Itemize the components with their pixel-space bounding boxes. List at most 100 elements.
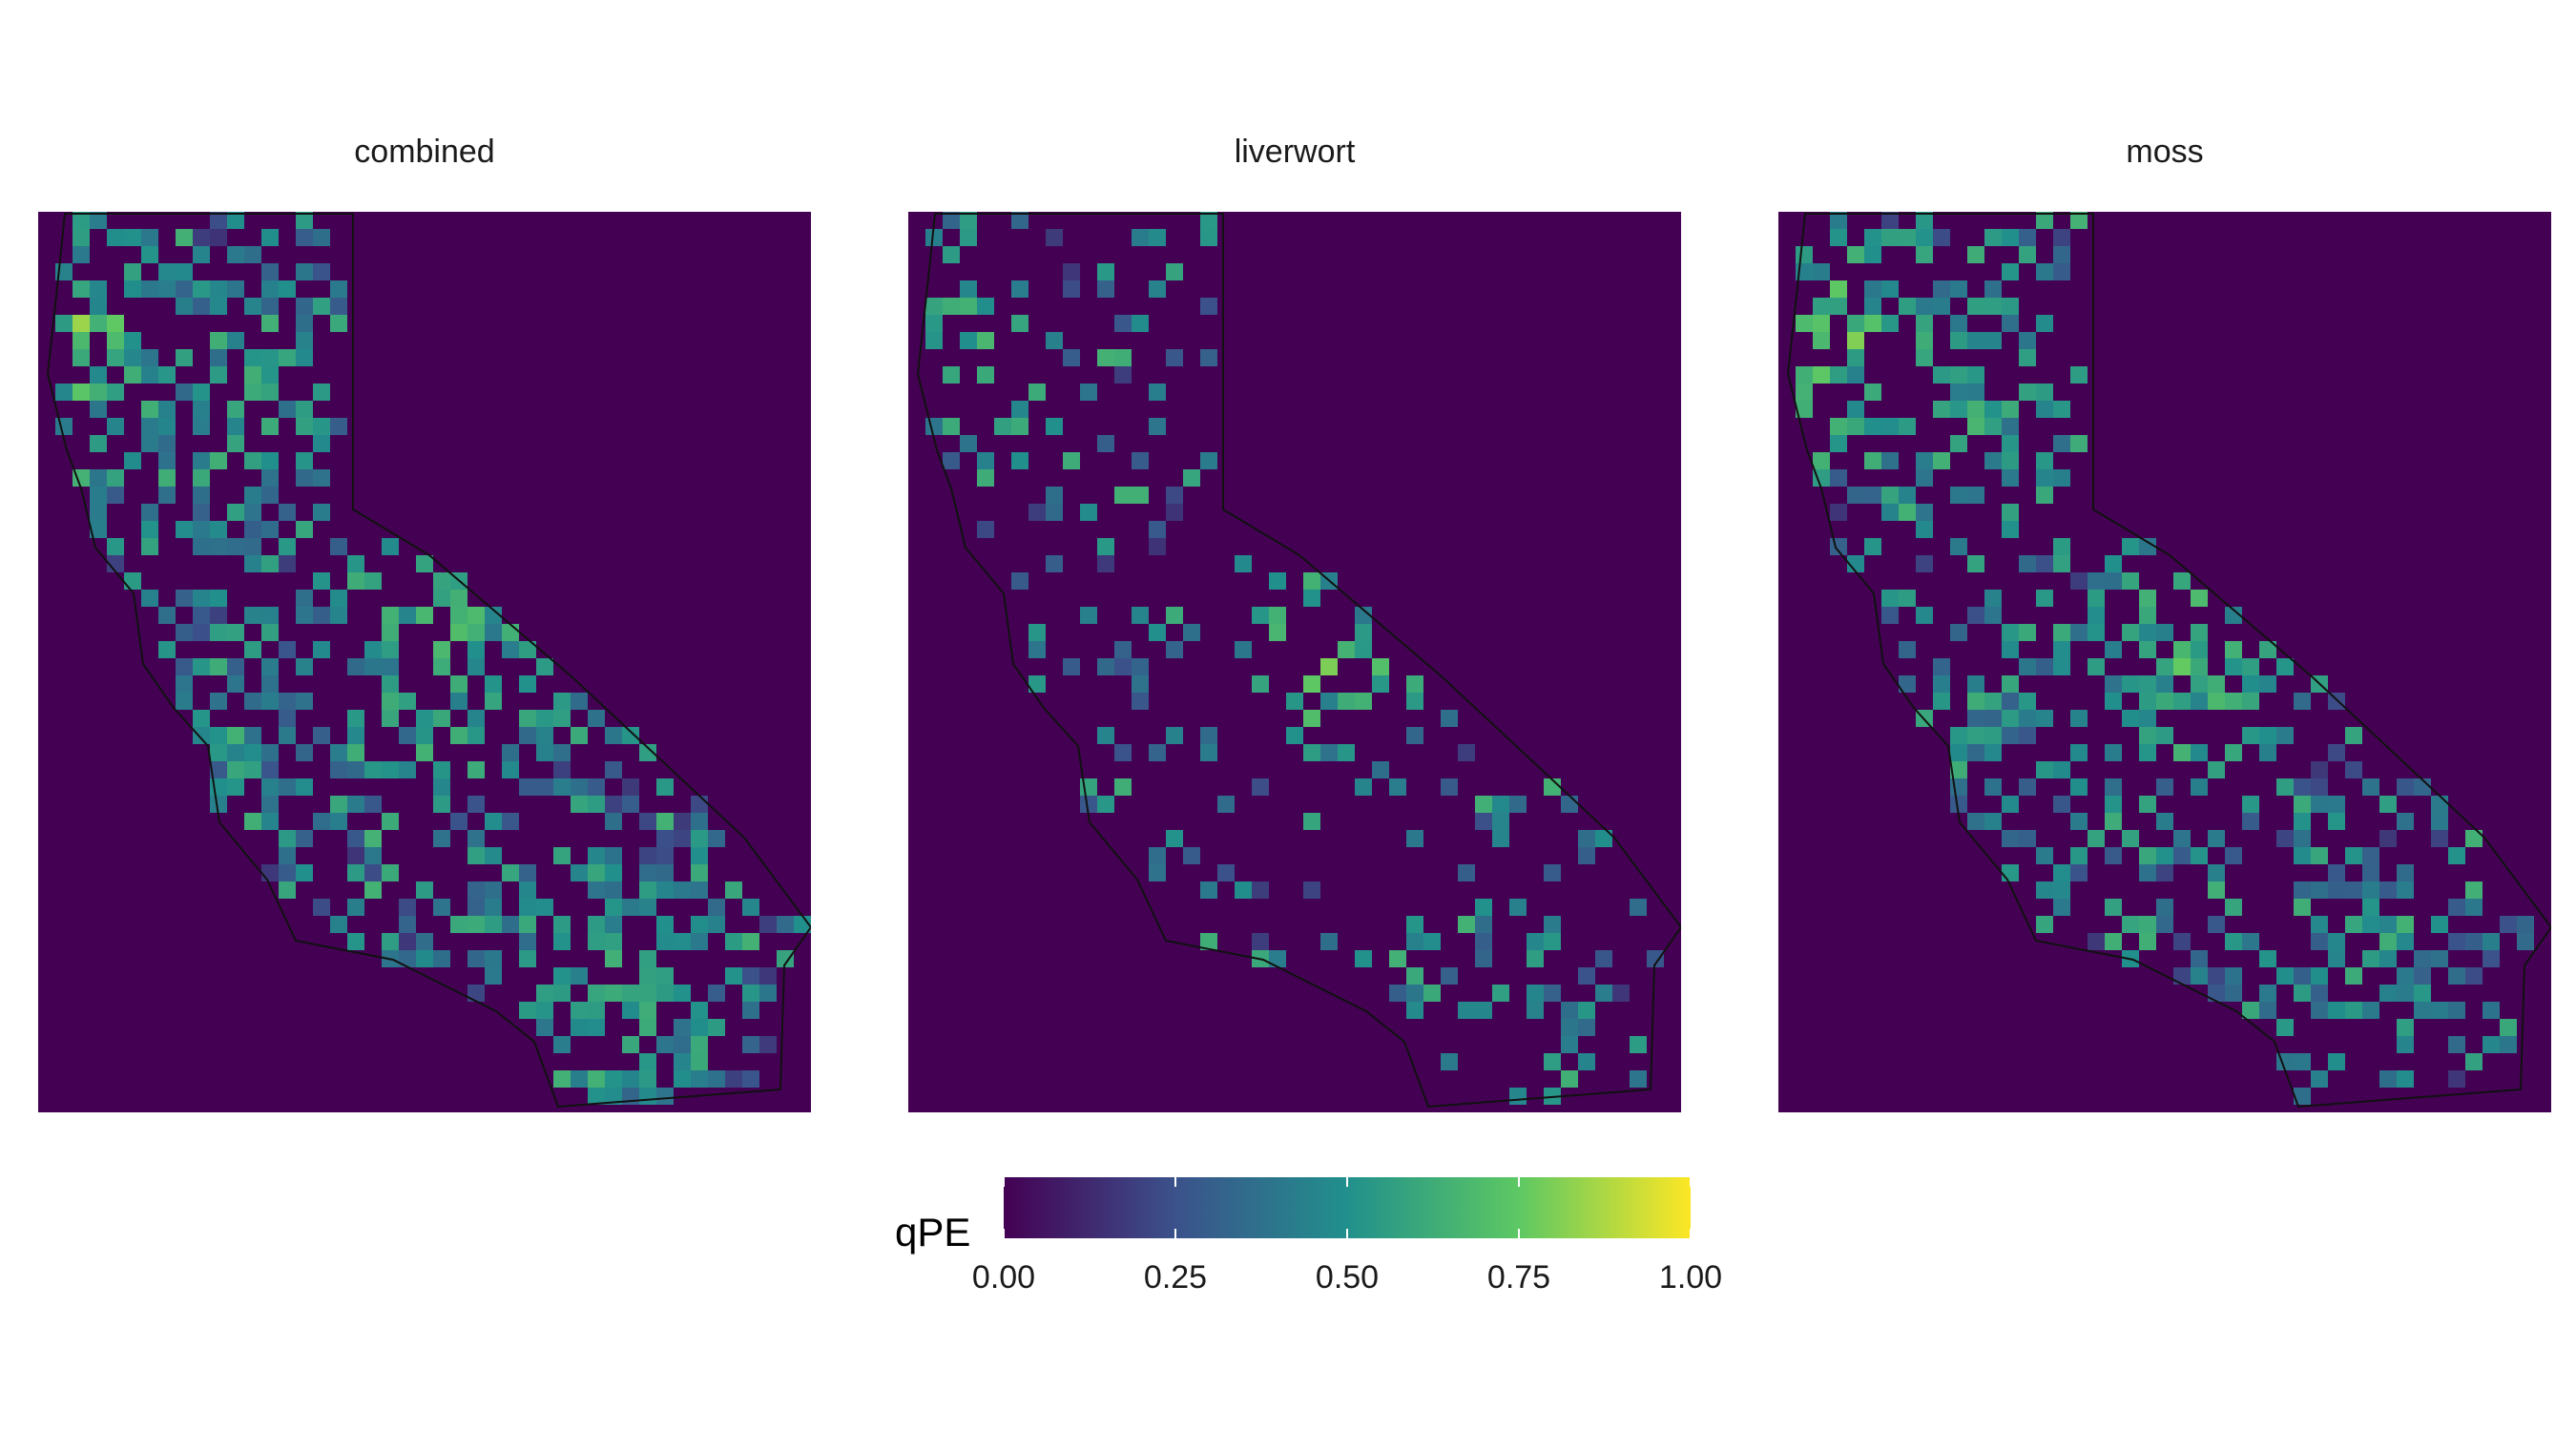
grid-cell (588, 1002, 605, 1019)
grid-cell (227, 675, 244, 693)
grid-cell (313, 607, 330, 624)
grid-cell (261, 521, 279, 538)
facet-map-liverwort (908, 212, 1681, 1112)
grid-cell (2173, 744, 2191, 761)
grid-cell (2191, 744, 2208, 761)
grid-cell (176, 229, 193, 246)
grid-cell (227, 658, 244, 675)
grid-cell (364, 796, 382, 813)
grid-cell (313, 813, 330, 830)
grid-cell (1967, 418, 1984, 435)
grid-cell (2225, 967, 2242, 985)
grid-cell (1967, 813, 1984, 830)
grid-cell (2208, 761, 2225, 778)
grid-cell (2070, 813, 2088, 830)
grid-cell (725, 881, 742, 899)
grid-cell (364, 830, 382, 847)
grid-cell (553, 967, 571, 985)
grid-cell (1847, 332, 1864, 349)
grid-cell (485, 813, 502, 830)
grid-cell (296, 298, 313, 315)
grid-cell (1166, 641, 1183, 658)
grid-cell (605, 1088, 622, 1105)
grid-cell (1132, 693, 1149, 710)
grid-cell (1149, 280, 1166, 298)
grid-cell (1813, 315, 1830, 332)
grid-cell (691, 916, 708, 933)
grid-cell (2242, 933, 2259, 950)
grid-cell (1933, 675, 1950, 693)
grid-cell (1475, 796, 1492, 813)
grid-cell (141, 590, 158, 607)
grid-cell (124, 572, 141, 590)
grid-cell (347, 658, 364, 675)
grid-cell (2311, 967, 2328, 985)
grid-cell (193, 504, 210, 521)
grid-cell (2208, 693, 2225, 710)
grid-cell (571, 778, 588, 796)
grid-cell (2036, 710, 2053, 727)
grid-cell (330, 607, 347, 624)
grid-cell (2122, 572, 2139, 590)
grid-cell (2517, 916, 2534, 933)
grid-cell (1303, 572, 1320, 590)
grid-cell (2225, 985, 2242, 1002)
grid-cell (2036, 555, 2053, 572)
grid-cell (605, 950, 622, 967)
grid-cell (674, 1019, 691, 1036)
grid-cell (2122, 710, 2139, 727)
grid-cell (347, 572, 364, 590)
grid-cell (1080, 384, 1097, 401)
grid-cell (536, 778, 553, 796)
grid-cell (2173, 572, 2191, 590)
grid-cell (622, 1070, 639, 1088)
grid-cell (313, 263, 330, 280)
grid-cell (1950, 624, 1967, 641)
grid-cell (158, 641, 176, 658)
grid-cell (960, 229, 977, 246)
grid-cell (1967, 710, 1984, 727)
grid-cell (691, 813, 708, 830)
grid-cell (502, 624, 519, 641)
grid-cell (960, 435, 977, 452)
grid-cell (2397, 881, 2414, 899)
grid-cell (158, 469, 176, 487)
grid-cell (553, 933, 571, 950)
grid-cell (1011, 572, 1028, 590)
grid-cell (2242, 727, 2259, 744)
grid-cell (1149, 864, 1166, 881)
grid-cell (656, 881, 674, 899)
grid-cell (227, 246, 244, 263)
grid-cell (2139, 744, 2156, 761)
grid-cell (313, 641, 330, 658)
grid-cell (176, 280, 193, 298)
grid-cell (1269, 950, 1286, 967)
grid-cell (1796, 366, 1813, 384)
grid-cell (2397, 864, 2414, 881)
grid-cell (193, 384, 210, 401)
grid-cell (1967, 401, 1984, 418)
grid-cell (261, 778, 279, 796)
grid-cell (1389, 778, 1406, 796)
grid-cell (742, 985, 759, 1002)
grid-cell (571, 727, 588, 744)
grid-cell (261, 452, 279, 469)
grid-cell (2019, 693, 2036, 710)
grid-cell (2191, 778, 2208, 796)
grid-cell (227, 418, 244, 435)
grid-cell (261, 675, 279, 693)
grid-cell (90, 401, 107, 418)
grid-cell (2259, 950, 2276, 967)
grid-cell (107, 538, 124, 555)
grid-cell (2002, 229, 2019, 246)
grid-cell (1200, 229, 1217, 246)
grid-cell (296, 693, 313, 710)
grid-cell (1578, 830, 1595, 847)
grid-cell (210, 298, 227, 315)
grid-cell (960, 212, 977, 229)
grid-cell (1967, 727, 1984, 744)
grid-cell (485, 607, 502, 624)
grid-cell (1899, 675, 1916, 693)
grid-cell (2294, 693, 2311, 710)
grid-cell (2517, 933, 2534, 950)
